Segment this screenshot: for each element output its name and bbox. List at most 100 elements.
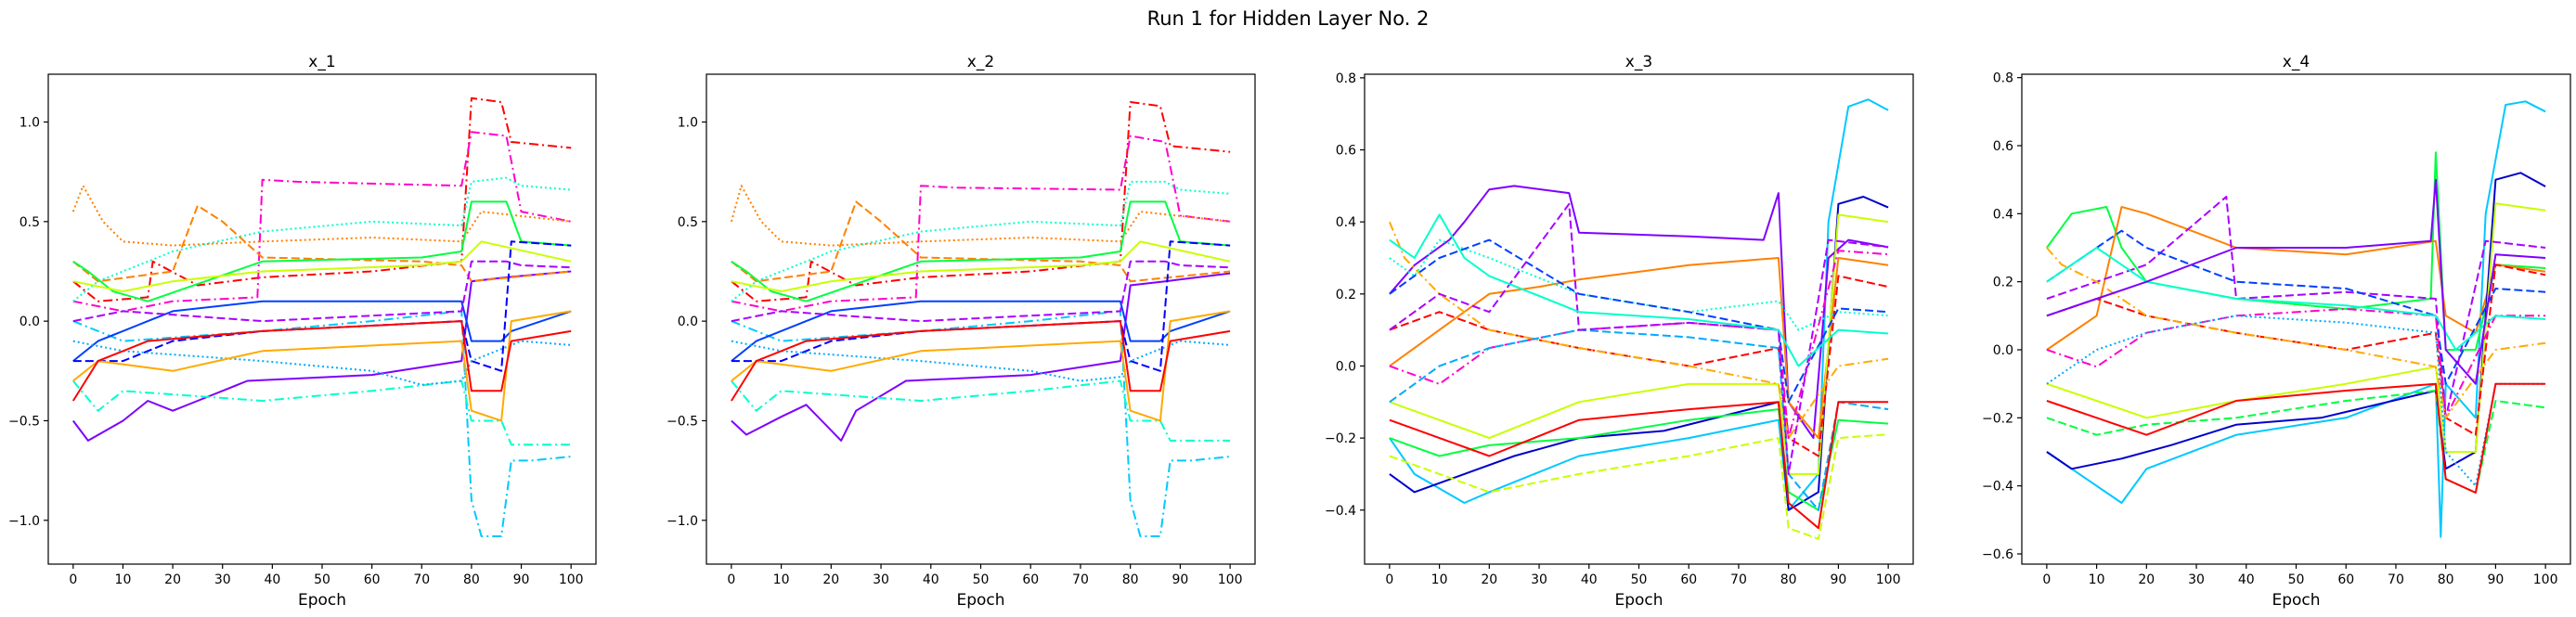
series-line-7	[72, 310, 572, 537]
x-axis-label: Epoch	[1614, 591, 1663, 610]
y-tick-label: 0.2	[1336, 288, 1356, 302]
series-line-6	[731, 200, 1231, 283]
y-tick-label: −0.5	[667, 414, 698, 429]
y-tick-label: 0.0	[678, 315, 698, 329]
y-tick-label: −0.4	[1325, 504, 1356, 519]
x-tick-label: 60	[1680, 572, 1697, 587]
subplot-title: x_1	[308, 53, 335, 71]
series-line-5	[71, 185, 572, 247]
x-tick-label: 10	[2089, 572, 2105, 587]
series-line-13	[2046, 382, 2546, 494]
series-line-12	[1389, 328, 1889, 511]
subplot-title: x_3	[1625, 53, 1652, 71]
y-tick-label: 1.0	[678, 116, 698, 131]
x-tick-label: 50	[314, 572, 330, 587]
series-line-8	[1389, 238, 1889, 404]
y-tick-label: 0.0	[1993, 343, 2013, 358]
series-line-5	[2046, 202, 2546, 453]
x-tick-label: 10	[773, 572, 790, 587]
y-tick-label: 0.4	[1993, 207, 2013, 222]
x-tick-label: 70	[1730, 572, 1747, 587]
series-line-10	[731, 200, 1231, 302]
series-line-15	[731, 260, 1231, 323]
series-line-13	[731, 340, 1231, 382]
y-tick-label: 0.8	[1336, 71, 1356, 86]
x-tick-label: 30	[873, 572, 889, 587]
series-line-3	[731, 272, 1231, 442]
y-tick-label: −0.4	[1982, 480, 2013, 495]
series-line-1	[72, 96, 572, 302]
series-line-16	[731, 320, 1231, 402]
x-tick-label: 80	[2438, 572, 2454, 587]
x-tick-label: 80	[1122, 572, 1139, 587]
x-tick-label: 30	[214, 572, 231, 587]
x-tick-label: 20	[2138, 572, 2155, 587]
subplot-3: x_3 0 10 20 30 40 50 60 70 80 90 100 −0.4 −0.2 0.0 0.2 0…	[1325, 53, 1914, 610]
series-line-1	[1389, 98, 1889, 511]
y-tick-label: 0.5	[678, 215, 698, 230]
x-tick-label: 0	[69, 572, 77, 587]
series-line-9	[1389, 250, 1889, 440]
x-tick-label: 40	[264, 572, 280, 587]
series-line-8	[731, 379, 1231, 442]
y-tick-label: 0.6	[1993, 139, 2013, 154]
series-line-15	[2046, 178, 2546, 385]
series-line-5	[1389, 213, 1889, 475]
x-tick-label: 50	[1631, 572, 1648, 587]
subplot-title: x_2	[967, 53, 994, 71]
x-tick-label: 100	[1876, 572, 1901, 587]
x-tick-label: 100	[2533, 572, 2558, 587]
series-line-2	[2046, 151, 2546, 351]
subplot-4: x_4 0 10 20 30 40 50 60 70 80 90 100 −0.6 −0.4 −0.2 0.0…	[1982, 53, 2571, 610]
subplot-title: x_4	[2283, 53, 2310, 71]
series-line-15	[1389, 213, 1889, 367]
x-tick-label: 50	[2288, 572, 2305, 587]
x-tick-label: 60	[2337, 572, 2354, 587]
series-line-2	[1389, 185, 1889, 440]
y-tick-label: 1.0	[19, 116, 40, 131]
series-group	[730, 101, 1231, 537]
series-line-6	[72, 204, 572, 283]
series-line-15	[72, 260, 572, 323]
y-tick-label: 0.8	[1993, 71, 2013, 86]
x-tick-label: 20	[164, 572, 181, 587]
series-line-9	[72, 300, 572, 362]
series-line-7	[2046, 196, 2546, 419]
y-tick-label: 0.5	[19, 215, 40, 230]
series-line-7	[731, 310, 1231, 537]
series-line-1	[731, 101, 1231, 302]
y-tick-label: −0.6	[1982, 547, 2013, 562]
series-line-1	[2046, 100, 2546, 538]
series-line-6	[1389, 275, 1889, 457]
series-line-11	[1388, 221, 1889, 440]
x-tick-label: 80	[463, 572, 480, 587]
x-tick-label: 80	[1780, 572, 1797, 587]
series-line-10	[2046, 390, 2546, 494]
series-line-9	[731, 300, 1231, 362]
x-tick-label: 100	[1218, 572, 1243, 587]
series-group	[1388, 98, 1889, 540]
series-line-14	[1389, 401, 1889, 530]
y-tick-label: 0.2	[1993, 276, 2013, 290]
y-tick-label: −0.2	[1982, 411, 2013, 426]
series-line-4	[2046, 172, 2546, 470]
series-line-3	[2046, 206, 2546, 351]
series-line-13	[72, 340, 572, 386]
series-line-11	[2046, 247, 2546, 419]
series-line-10	[72, 200, 572, 302]
x-tick-label: 10	[115, 572, 132, 587]
series-line-6	[2046, 264, 2546, 436]
x-tick-label: 60	[364, 572, 381, 587]
series-line-7	[1389, 238, 1889, 331]
x-tick-label: 90	[1171, 572, 1188, 587]
x-tick-label: 90	[513, 572, 530, 587]
series-line-16	[71, 320, 572, 402]
x-tick-label: 30	[1531, 572, 1547, 587]
y-tick-label: 0.4	[1336, 215, 1356, 230]
series-line-2	[731, 135, 1231, 313]
series-line-16	[1389, 433, 1889, 540]
series-line-2	[72, 131, 572, 313]
y-tick-label: 0.0	[19, 315, 40, 329]
y-tick-label: −0.5	[8, 414, 40, 429]
